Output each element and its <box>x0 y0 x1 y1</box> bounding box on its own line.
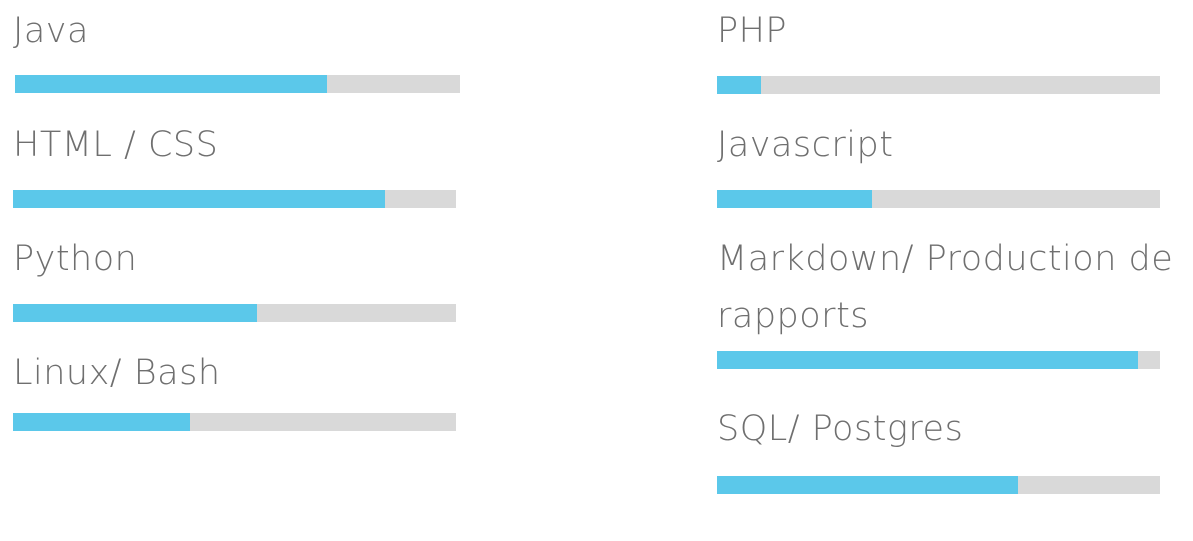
skill-bar-track <box>717 351 1160 369</box>
skill-bar-fill <box>717 351 1138 369</box>
skill-bar-track <box>717 190 1160 208</box>
skill-label: Java <box>13 11 89 51</box>
skill-bar-track <box>13 190 456 208</box>
skill-label: Markdown/ Production de rapports <box>717 239 1174 336</box>
skill-bar-track <box>15 75 460 93</box>
skill-bar-fill <box>717 476 1019 494</box>
skill-label: HTML / CSS <box>13 125 219 165</box>
skill-label: Linux/ Bash <box>13 353 221 393</box>
skill-bar-track <box>13 413 456 431</box>
skill-label: Python <box>13 239 138 279</box>
skill-bar-fill <box>717 190 873 208</box>
skill-bar-fill <box>13 413 191 431</box>
skill-bar-fill <box>15 75 327 93</box>
skill-label: PHP <box>717 11 788 51</box>
skill-bar-fill <box>13 190 386 208</box>
skill-bar-fill <box>13 304 257 322</box>
skill-label: SQL/ Postgres <box>717 409 964 449</box>
skill-bar-track <box>13 304 456 322</box>
skill-bar-fill <box>717 76 762 94</box>
skill-bar-track <box>717 76 1160 94</box>
skill-bar-track <box>717 476 1160 494</box>
skill-label: Javascript <box>717 125 894 165</box>
